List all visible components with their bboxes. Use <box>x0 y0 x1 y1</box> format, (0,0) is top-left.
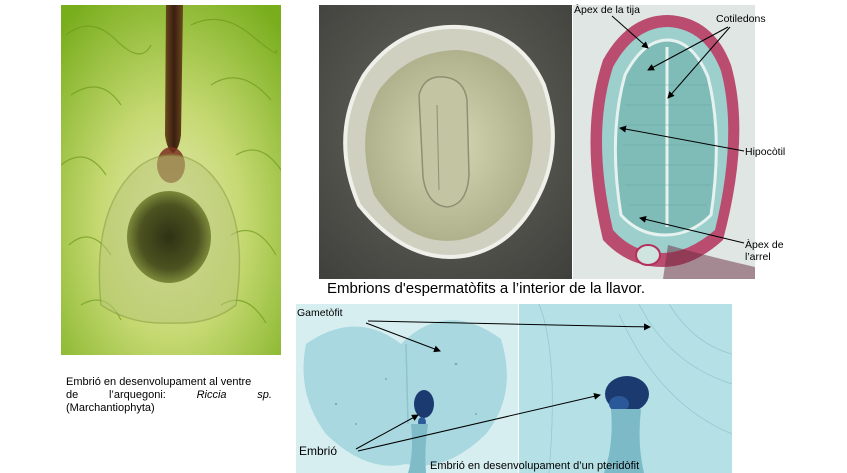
label-gametophyte: Gametòfit <box>297 307 343 319</box>
label-root-apex-line2: l’arrel <box>745 251 771 263</box>
caption-word-riccia: Riccia <box>196 389 227 401</box>
seed-micrograph <box>319 5 572 279</box>
caption-line-2: de l’arquegoni: Riccia sp. <box>66 389 272 402</box>
label-embryo: Embrió <box>299 444 338 458</box>
caption-word-de: de <box>66 389 79 401</box>
label-hypocotyl: Hipocòtil <box>745 146 786 158</box>
caption-word-sp: sp. <box>257 389 272 401</box>
fern-caption: Embrió en desenvolupament d’un pteridòfi… <box>430 460 640 472</box>
seed-caption: Embrions d'espermatòfits a l’interior de… <box>327 280 646 297</box>
label-root-apex: Àpex de l’arrel <box>745 239 784 263</box>
caption-word-arquegoni: l’arquegoni: <box>108 389 166 401</box>
riccia-caption: Embrió en desenvolupament al ventre de l… <box>66 376 272 415</box>
caption-line-3: (Marchantiophyta) <box>66 402 155 414</box>
fern-gametophyte-micrograph-right <box>519 304 732 473</box>
label-root-apex-line1: Àpex de <box>745 239 784 251</box>
caption-line-1: Embrió en desenvolupament al ventre <box>66 376 252 388</box>
label-shoot-apex: Àpex de la tija <box>574 4 640 16</box>
riccia-embryo-micrograph <box>61 5 281 355</box>
label-cotyledons: Cotiledons <box>716 13 766 25</box>
embryo-section-micrograph <box>573 5 755 279</box>
